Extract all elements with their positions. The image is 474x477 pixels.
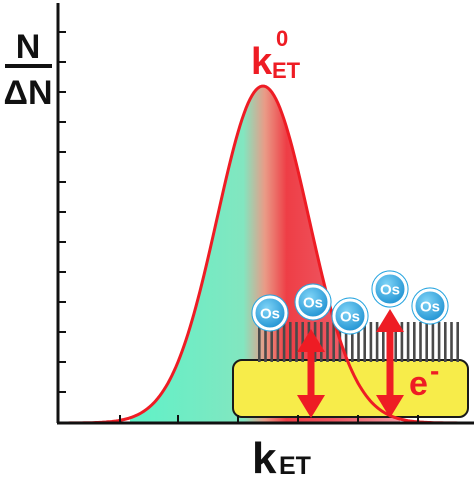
linker-chain <box>450 322 453 362</box>
electron-transfer-arrow-right <box>376 309 404 418</box>
os-complex: Os <box>251 294 289 332</box>
linker-chain <box>282 322 286 362</box>
os-circle <box>295 284 331 320</box>
linker-chain <box>382 322 385 362</box>
linker-chain <box>444 322 447 362</box>
linker-chain <box>419 322 422 362</box>
os-label: Os <box>420 299 440 316</box>
linker-chain <box>425 322 428 362</box>
linker-chain <box>456 322 459 362</box>
electron-label: e - <box>409 355 439 403</box>
os-label: Os <box>303 295 323 312</box>
os-circle <box>332 298 368 334</box>
linker-chain <box>413 322 416 362</box>
distribution-curve <box>58 84 474 425</box>
linker-chain <box>332 322 335 362</box>
os-circle <box>412 288 448 324</box>
linker-chain <box>289 322 292 362</box>
os-outline <box>411 287 449 325</box>
electrode-block <box>232 359 469 418</box>
linker-chain <box>320 322 323 362</box>
linker-chain <box>264 322 267 362</box>
linker-chain <box>406 322 410 362</box>
os-complex: Os <box>331 297 369 335</box>
electron-charge: - <box>430 355 439 386</box>
linker-chain <box>270 322 273 362</box>
linker-chain <box>258 322 261 362</box>
os-circle <box>252 295 288 331</box>
linker-chain <box>301 322 304 362</box>
linker-chain <box>344 322 348 362</box>
osmium-complexes: Os Os Os Os Os <box>251 270 449 335</box>
linker-chain <box>369 322 373 362</box>
os-outline <box>331 297 369 335</box>
os-label: Os <box>260 306 280 323</box>
os-label: Os <box>340 309 360 326</box>
linker-chain <box>326 322 329 362</box>
linker-chain <box>394 322 397 362</box>
linker-chain <box>363 322 366 362</box>
os-complex: Os <box>371 270 409 308</box>
linker-chain <box>295 322 298 362</box>
x-label-k: k <box>252 434 277 477</box>
os-complex: Os <box>294 283 332 321</box>
y-label-numerator: N <box>16 28 41 66</box>
os-outline <box>294 283 332 321</box>
os-outline <box>371 270 409 308</box>
os-complex: Os <box>411 287 449 325</box>
electron-transfer-arrow-left <box>297 329 325 418</box>
x-axis-label: k ET <box>252 434 311 477</box>
linker-chain <box>375 322 379 362</box>
x-axis-ticks <box>119 415 419 423</box>
y-axis-ticks <box>58 31 66 393</box>
linker-chain <box>276 322 280 362</box>
y-label-denominator: ΔN <box>4 74 53 112</box>
os-outline <box>251 294 289 332</box>
linker-chain <box>357 322 360 362</box>
peak-label-superscript: 0 <box>276 26 288 51</box>
electron-symbol: e <box>409 365 428 403</box>
peak-rate-label: k 0 ET <box>251 26 301 83</box>
peak-label-subscript: ET <box>272 58 301 83</box>
os-label: Os <box>380 282 400 299</box>
linker-chain <box>431 322 435 362</box>
os-circle <box>372 271 408 307</box>
linker-chain <box>400 322 404 362</box>
y-axis-label: N ΔN <box>4 28 53 112</box>
x-label-subscript: ET <box>279 452 311 477</box>
linker-chain <box>437 322 441 362</box>
linker-chain <box>351 322 354 362</box>
peak-label-k: k <box>251 41 273 83</box>
